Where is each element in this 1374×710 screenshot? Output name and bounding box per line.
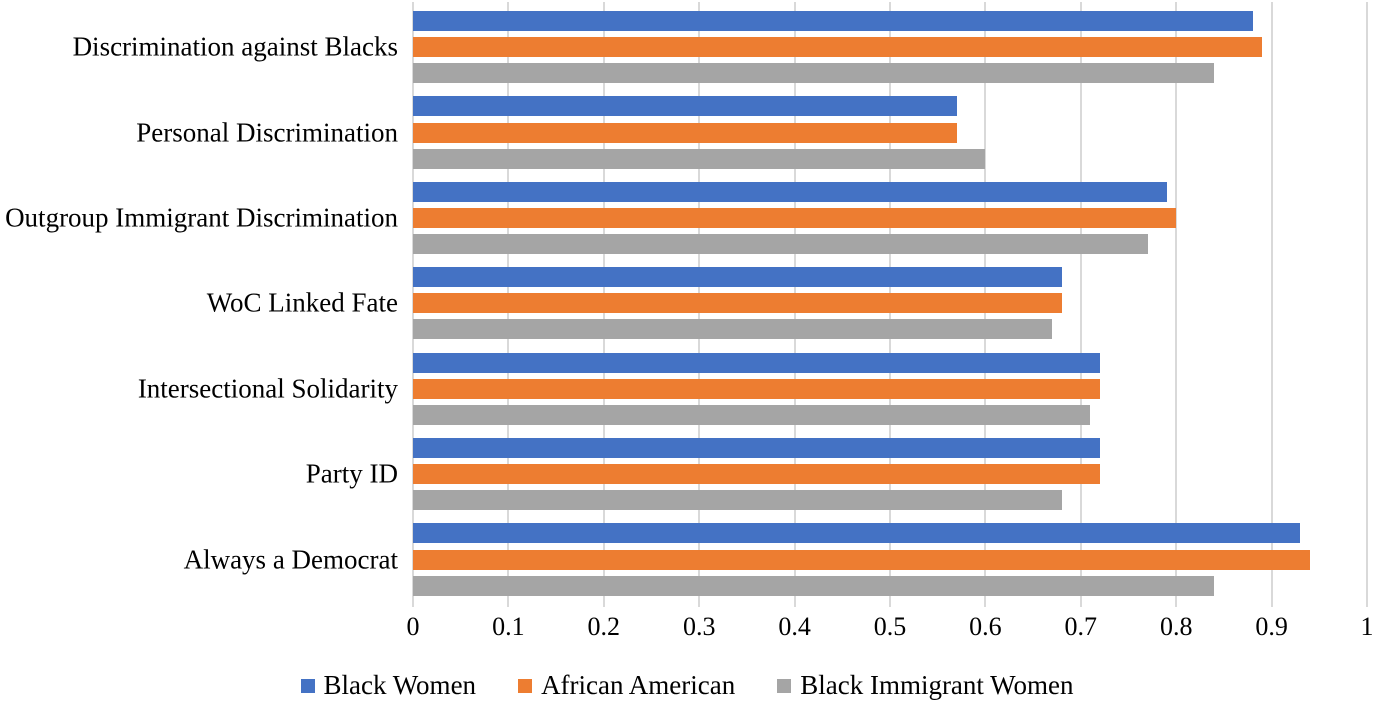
bar-black-women bbox=[413, 267, 1062, 288]
category-label: Always a Democrat bbox=[183, 544, 398, 574]
bar-black-women bbox=[413, 438, 1100, 458]
axis-tick bbox=[1175, 600, 1178, 607]
axis-tick bbox=[1079, 600, 1082, 607]
x-axis-label: 0 bbox=[406, 612, 420, 641]
bar-african-american bbox=[413, 293, 1062, 314]
x-axis-label: 0.4 bbox=[778, 612, 811, 641]
axis-tick bbox=[1366, 600, 1368, 607]
gridline bbox=[1079, 2, 1082, 600]
bar-black-immigrant-women bbox=[413, 490, 1062, 511]
bar-african-american bbox=[413, 37, 1263, 58]
bar-black-immigrant-women bbox=[413, 63, 1215, 84]
x-axis-label: 1 bbox=[1360, 612, 1374, 641]
gridline bbox=[1366, 2, 1368, 600]
axis-tick bbox=[889, 600, 891, 607]
axis-tick bbox=[984, 600, 987, 607]
bar-african-american bbox=[413, 378, 1100, 399]
x-axis-label: 0.2 bbox=[587, 612, 621, 641]
legend-item-black-immigrant-women: Black Immigrant Women bbox=[777, 670, 1074, 700]
category-label: Party ID bbox=[305, 458, 398, 489]
axis-tick bbox=[793, 600, 796, 607]
gridline bbox=[1175, 2, 1178, 600]
bar-black-immigrant-women bbox=[413, 234, 1148, 254]
bar-black-women bbox=[413, 523, 1301, 544]
x-axis-label: 0.9 bbox=[1255, 612, 1288, 641]
bar-african-american bbox=[413, 122, 957, 143]
bar-african-american bbox=[413, 207, 1177, 228]
legend-label: Black Immigrant Women bbox=[800, 670, 1074, 700]
bar-black-women bbox=[413, 11, 1253, 31]
legend-label: Black Women bbox=[323, 670, 477, 700]
x-axis-label: 0.3 bbox=[682, 612, 716, 641]
legend-swatch bbox=[300, 678, 315, 693]
category-label: Personal Discrimination bbox=[136, 117, 398, 147]
legend-item-black-women: Black Women bbox=[300, 670, 477, 700]
axis-tick bbox=[1270, 600, 1273, 607]
x-axis-label: 0.6 bbox=[969, 612, 1002, 641]
bar-black-immigrant-women bbox=[413, 319, 1053, 340]
bar-black-immigrant-women bbox=[413, 148, 986, 169]
category-label: Outgroup Immigrant Discrimination bbox=[5, 202, 398, 233]
axis-tick bbox=[412, 600, 414, 607]
bar-black-immigrant-women bbox=[413, 575, 1215, 596]
legend-swatch bbox=[777, 678, 792, 693]
axis-tick bbox=[698, 600, 701, 607]
x-axis-label: 0.5 bbox=[873, 612, 907, 641]
axis-tick bbox=[602, 600, 605, 607]
bar-black-women bbox=[413, 352, 1100, 373]
gridline bbox=[1270, 2, 1273, 600]
legend-swatch bbox=[518, 678, 533, 693]
category-label: Intersectional Solidarity bbox=[137, 373, 398, 404]
legend-item-african-american: African American bbox=[518, 672, 735, 699]
legend: Black Women African American Black Immigra… bbox=[0, 672, 1374, 699]
bar-african-american bbox=[413, 464, 1100, 485]
category-label: Discrimination against Blacks bbox=[72, 31, 398, 62]
bar-african-american bbox=[413, 549, 1310, 570]
bar-black-women bbox=[413, 96, 957, 117]
x-axis-label: 0.8 bbox=[1159, 612, 1193, 641]
x-axis-label: 0.1 bbox=[492, 612, 525, 641]
bar-black-immigrant-women bbox=[413, 404, 1091, 425]
bar-black-women bbox=[413, 181, 1167, 202]
category-label: WoC Linked Fate bbox=[206, 287, 398, 318]
x-axis-label: 0.7 bbox=[1064, 612, 1098, 641]
legend-label: African American bbox=[541, 670, 736, 700]
axis-tick bbox=[507, 600, 510, 607]
